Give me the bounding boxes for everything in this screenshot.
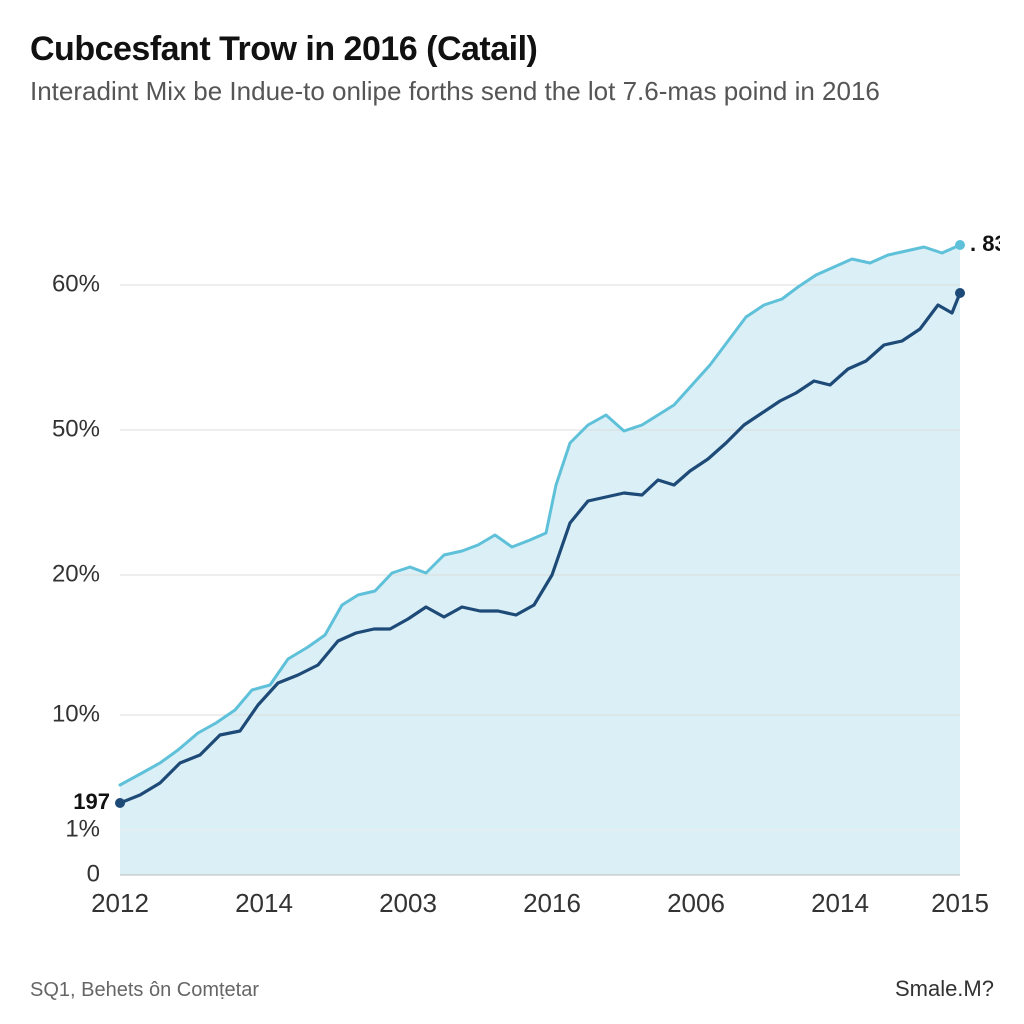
x-tick-label: 2016: [523, 888, 581, 918]
y-tick-label: 1%: [65, 815, 100, 842]
line-chart-svg: 0 1% 10% 20% 50% 60% 2012 2014 2003 2016 2006 2014 2…: [30, 175, 1000, 945]
series-lower-end-marker: [955, 288, 965, 298]
y-tick-label: 50%: [52, 415, 100, 442]
series-upper-end-label: . 83: [970, 231, 1000, 256]
y-tick-label: 20%: [52, 560, 100, 587]
series-lower-start-label: 197: [73, 789, 110, 814]
chart-subtitle: Interadint Mix be Indue-to onlipe forths…: [30, 75, 1004, 108]
x-tick-label: 2015: [931, 888, 989, 918]
x-tick-label: 2006: [667, 888, 725, 918]
y-tick-label: 60%: [52, 270, 100, 297]
series-upper-end-marker: [955, 240, 965, 250]
brand-label: Smale.M?: [895, 976, 994, 1002]
y-tick-label: 10%: [52, 700, 100, 727]
series-lower-start-marker: [115, 798, 125, 808]
x-tick-label: 2014: [235, 888, 293, 918]
area-fill: [120, 245, 960, 875]
x-tick-label: 2014: [811, 888, 869, 918]
y-tick-label: 0: [87, 860, 100, 887]
x-tick-label: 2012: [91, 888, 149, 918]
chart-area: 0 1% 10% 20% 50% 60% 2012 2014 2003 2016 2006 2014 2…: [30, 175, 1000, 945]
x-tick-label: 2003: [379, 888, 437, 918]
chart-title: Cubcesfant Trow in 2016 (Catail): [30, 30, 1004, 69]
source-footnote: SQ1, Behets ôn Comṭetar: [30, 979, 259, 1002]
